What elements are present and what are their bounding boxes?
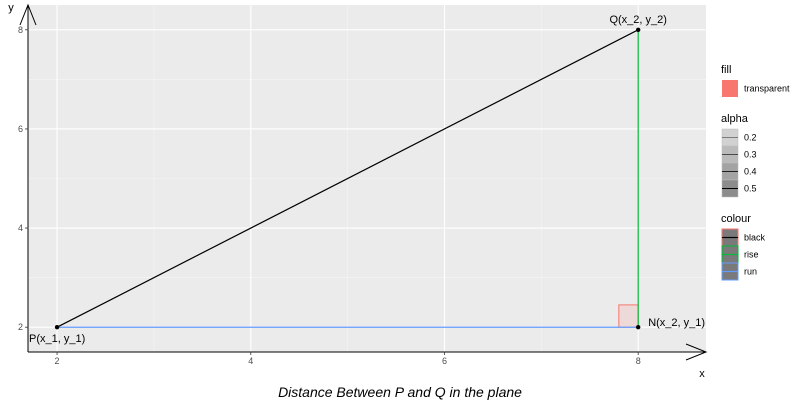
legend-label: 0.5 [744, 184, 757, 194]
point-label: P(x_1, y_1) [29, 333, 85, 345]
legend-label: transparent [744, 84, 790, 94]
chart-caption: Distance Between P and Q in the plane [278, 384, 522, 400]
legend-label: rise [744, 250, 759, 260]
marks: P(x_1, y_1) Q(x_2, y_2) N(x_2, y_1) [29, 14, 705, 345]
right-angle-marker [618, 304, 639, 328]
legend-title-colour: colour [721, 213, 751, 225]
y-tick-label: 2 [18, 322, 23, 332]
x-axis-arrowhead [685, 343, 708, 361]
legend-label: black [744, 233, 766, 243]
point-label: N(x_2, y_1) [648, 317, 705, 329]
x-tick-label: 6 [442, 356, 447, 366]
legend-label: 0.2 [744, 133, 757, 143]
y-tick-label: 6 [18, 124, 23, 134]
legend-title-fill: fill [721, 64, 731, 76]
legend-title-alpha: alpha [721, 113, 749, 125]
legend-key [722, 80, 738, 97]
x-tick-label: 8 [636, 356, 641, 366]
axes [19, 3, 708, 361]
legend-label: 0.4 [744, 167, 757, 177]
y-axis-title: y [8, 2, 14, 14]
x-axis-title: x [699, 368, 705, 380]
y-tick-label: 4 [18, 223, 23, 233]
segment-pq [56, 29, 639, 328]
ticks: 2 4 6 8 2 4 6 8 [18, 25, 641, 366]
point-marker [54, 325, 60, 330]
x-tick-label: 2 [55, 356, 60, 366]
point-marker [636, 27, 641, 32]
point-marker [636, 325, 641, 330]
point-label: Q(x_2, y_2) [609, 14, 666, 26]
x-tick-label: 4 [248, 356, 253, 366]
y-tick-label: 8 [18, 25, 23, 35]
legend-label: run [744, 267, 757, 277]
legend-label: 0.3 [744, 150, 757, 160]
y-axis-arrowhead [19, 3, 37, 26]
legend: fill transparent alpha 0.2 0.3 0.4 0.5 colour bl… [721, 64, 790, 281]
